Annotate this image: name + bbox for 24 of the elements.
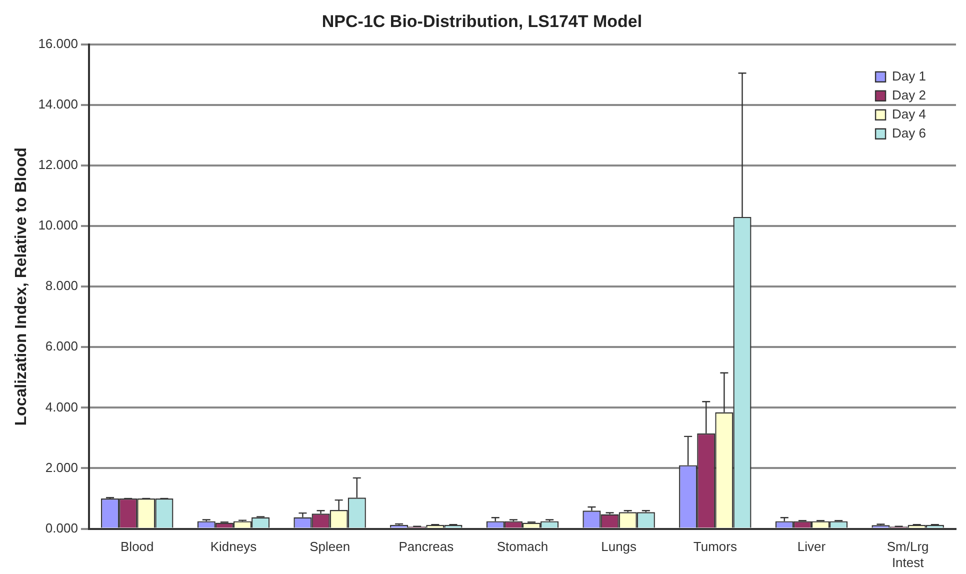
x-tick-label: Liver	[797, 539, 826, 554]
y-tick-label: 0.000	[45, 520, 78, 536]
y-tick-label: 2.000	[45, 460, 78, 475]
x-tick-label: Tumors	[693, 539, 738, 554]
y-tick-label: 16.000	[38, 36, 78, 51]
y-tick-label: 8.000	[45, 278, 78, 294]
chart-title: NPC-1C Bio-Distribution, LS174T Model	[322, 12, 642, 31]
y-tick-label: 12.000	[38, 157, 78, 172]
y-axis-title: Localization Index, Relative to Blood	[13, 147, 30, 426]
y-tick-label: 4.000	[45, 399, 78, 414]
y-tick-label: 6.000	[45, 338, 78, 354]
x-tick-label: Sm/Lrg Intest	[886, 539, 929, 570]
legend-label: Day 6	[892, 125, 926, 140]
x-tick-label: Lungs	[601, 539, 638, 554]
y-tick-label: 14.000	[38, 96, 78, 112]
x-tick-label: Blood	[120, 539, 154, 554]
x-tick-label: Kidneys	[210, 539, 258, 554]
legend-label: Day 4	[892, 106, 926, 122]
x-tick-label: Stomach	[496, 539, 548, 554]
y-tick-label: 10.000	[38, 218, 78, 233]
legend-label: Day 1	[892, 68, 926, 84]
x-tick-label: Spleen	[310, 539, 350, 554]
legend-label: Day 2	[892, 87, 926, 102]
x-tick-label: Pancreas	[398, 539, 454, 554]
